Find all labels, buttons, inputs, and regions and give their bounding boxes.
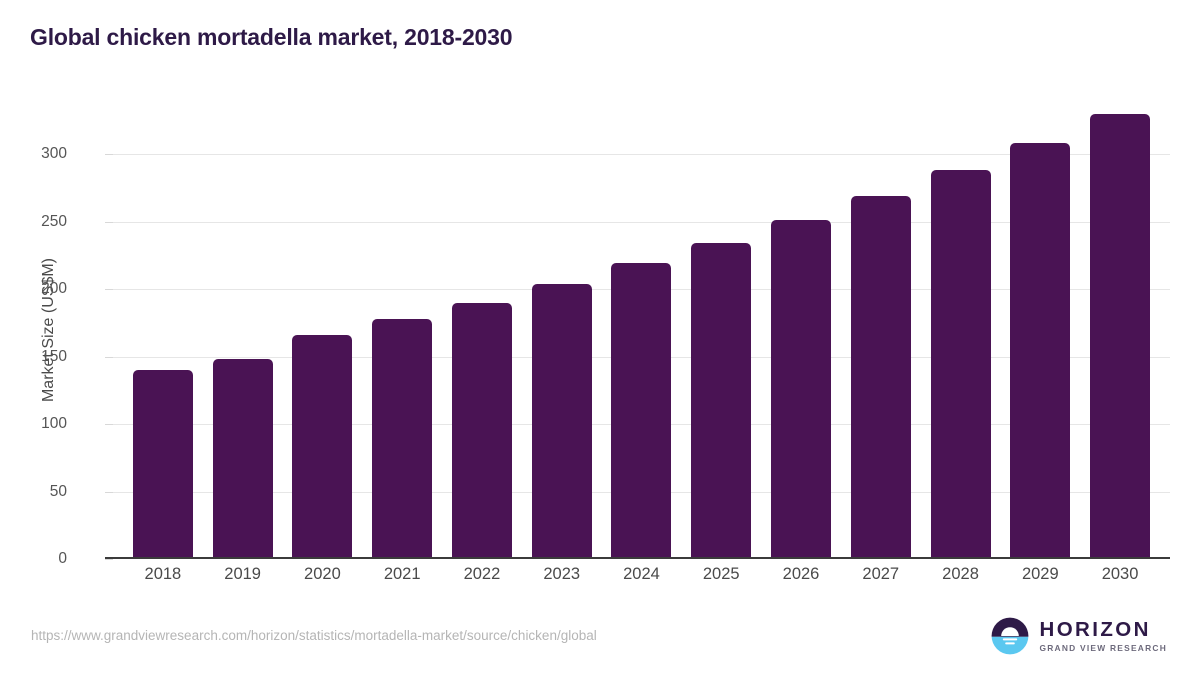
x-tick-label: 2021 [383,565,421,583]
bar[interactable] [771,220,831,559]
x-axis-labels: 2018 2019 2020 2021 2022 2023 2024 2025 2026 2027… [113,565,1170,584]
x-axis-line [105,557,1170,559]
bar-slot [442,100,522,559]
bar-slot [841,100,921,559]
y-tick-label: 200 [41,280,67,297]
y-tick-label: 100 [41,415,67,432]
logo-text: HORIZON GRAND VIEW RESEARCH [1039,620,1167,652]
page-title: Global chicken mortadella market, 2018-2… [30,24,513,50]
x-tick-label: 2028 [942,565,979,583]
y-axis-title: Market Size (US$M) [40,257,57,402]
bar-slot [681,100,761,559]
bar[interactable] [132,370,193,559]
horizon-mark-icon [992,617,1029,655]
y-tick-label: 250 [41,212,67,230]
bar-slot [203,100,283,559]
x-tick-label: 2025 [702,565,740,583]
bar[interactable] [850,195,911,559]
bar-series [113,100,1170,559]
bar[interactable] [212,359,273,559]
gridline [113,154,1170,155]
bar-slot [1080,100,1160,559]
x-tick-label: 2024 [623,565,660,583]
bar[interactable] [1010,143,1071,559]
bar[interactable] [611,263,672,559]
bar[interactable] [1090,113,1151,559]
y-tick-label: 150 [41,347,67,365]
logo-wordmark: HORIZON [1039,618,1151,642]
x-tick-label: 2030 [1101,565,1139,583]
y-tick-mark [105,289,113,290]
bar-slot [761,100,841,559]
bar-slot [362,100,442,559]
bar-slot [602,100,682,559]
x-tick-label: 2027 [862,565,900,583]
x-tick-label: 2029 [1021,565,1059,583]
y-tick-mark [105,154,113,155]
bar[interactable] [292,334,353,559]
y-tick-mark [105,559,113,560]
y-tick-label: 0 [58,550,67,567]
y-tick-mark [105,356,113,358]
y-tick-label: 300 [41,145,67,162]
gridline [113,221,1170,223]
bar[interactable] [930,170,991,559]
x-tick-label: 2023 [543,565,581,583]
source-url[interactable]: https://www.grandviewresearch.com/horizo… [31,628,597,643]
bar[interactable] [691,243,752,559]
bar-slot [921,100,1001,559]
plot-region: 0 50 100 150 200 250 300 [41,100,1170,567]
horizon-logo: HORIZON GRAND VIEW RESEARCH [990,616,1167,656]
x-tick-label: 2019 [224,565,261,583]
bar-slot [283,100,363,559]
x-tick-label: 2022 [463,565,501,583]
y-tick-label: 50 [49,482,67,500]
bar[interactable] [531,283,592,559]
y-tick-mark [105,221,113,223]
bar[interactable] [451,302,512,559]
x-tick-label: 2020 [304,565,341,583]
bar-slot [1000,100,1080,559]
x-tick-label: 2018 [144,565,182,583]
logo-subtitle: GRAND VIEW RESEARCH [1039,642,1167,653]
x-tick-label: 2026 [782,565,820,583]
bar[interactable] [372,318,433,559]
bar-slot [522,100,602,559]
y-tick-mark [105,424,113,425]
y-tick-mark [105,491,113,493]
bar-slot [123,100,203,559]
